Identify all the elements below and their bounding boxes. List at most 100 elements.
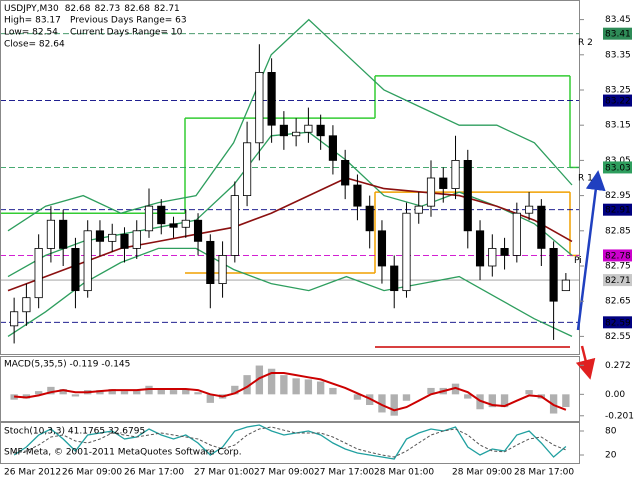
candle-body [181,219,190,228]
x-tick-label: 28 Mar 09:00 [452,468,512,478]
macd-bar [500,394,509,408]
candle-body [475,230,485,267]
candle-body [193,219,203,242]
y-tick-label: 83.15 [605,121,631,131]
level-label-box [603,249,632,262]
panel [10,365,570,416]
header: USDJPY,M30 82.68 82.73 82.68 82.71 High= 83.… [4,4,187,50]
level-label: 82.59 [605,318,631,328]
x-tick-label: 28 Mar 17:00 [514,468,574,478]
macd-bar [96,390,104,395]
candle-body [390,265,399,292]
x-tick-label: 26 Mar 09:00 [62,468,122,478]
x-tick-label: 26 Mar 2012 [4,468,61,478]
macd-bar [194,392,202,395]
candle-body [426,177,436,207]
y-tick-label: 82.85 [605,226,631,236]
macd-bar [145,385,153,395]
level-label: 83.41 [605,30,631,40]
candle-body [83,230,92,292]
macd-bar [22,394,31,399]
y-tick-label: 0.272 [605,361,631,371]
candle-body [34,247,43,299]
macd-bar [206,394,214,403]
stoch-main [13,424,567,460]
candle-body [365,205,374,232]
level-label: 83.22 [605,97,631,107]
y-tick-label: 83.35 [605,50,631,60]
macd-bar [304,379,313,395]
candle-body [120,233,129,249]
candle-body [22,297,31,313]
x-tick-label: 26 Mar 17:00 [124,468,184,478]
symbol: USDJPY,M30 [4,4,59,14]
level-label-box [603,316,632,329]
y-tick-label: 20 [605,451,617,461]
plot-area [0,18,580,460]
macd-bar [427,387,435,395]
last-low: 82.68 [124,4,150,14]
macd-bar [402,394,411,401]
macd-bar [390,394,398,416]
x-tick-label: 27 Mar 09:00 [254,468,314,478]
candle-body [451,159,460,189]
macd-bar [464,394,472,399]
last-close: 82.71 [154,4,180,14]
y-tick-label: 82.65 [605,297,631,307]
level-label-box [603,274,632,287]
macd-bar [525,390,533,395]
level-label: 83.03 [605,163,631,173]
candle-body [218,255,227,285]
x-tick-label: 27 Mar 17:00 [314,468,374,478]
candle-body [169,223,178,228]
macd-bar [292,378,300,395]
candle-body [255,72,264,144]
x-tick-label: 27 Mar 01:00 [194,468,254,478]
macd-bar [451,383,460,395]
candle-body [132,230,141,249]
macd-title: MACD(5,35,5) -0.119 -0.145 [4,360,130,370]
copyright: SMF-Meta, © 2001-2011 MetaQuotes Softwar… [4,448,242,458]
high-text: High= 83.17 [4,16,61,26]
candle-body [414,205,423,214]
macd-bar [353,394,362,400]
macd-bar [562,394,570,408]
macd-bar [329,387,337,395]
candle-body [500,247,509,256]
candle-body [328,135,337,161]
panel [0,18,580,348]
down-arrow [575,345,596,380]
main-panel-frame [0,0,580,355]
candle-body [292,131,301,137]
macd-bar [378,394,386,413]
last-open: 82.68 [65,4,91,14]
y-tick-label: 82.75 [605,262,631,272]
candle-body [439,177,448,189]
macd-bar [133,390,141,395]
candle-body [561,279,570,292]
candle-body [46,219,55,249]
level-label-box [603,94,632,107]
y-tick-label: 82.55 [605,332,631,342]
candle-body [267,72,276,126]
macd-bar [267,368,276,395]
macd-bar [120,391,129,395]
candle-body [512,212,521,256]
candle-body [549,247,558,302]
stoch-panel-frame [0,422,580,464]
candle-body [10,311,19,327]
indicator-line [7,247,573,337]
y-tick-label: 83.45 [605,15,631,25]
candle-body [230,195,239,256]
stoch-signal [14,426,567,458]
macd-bar [255,365,264,395]
level-label-box [603,27,632,40]
macd-bar [59,389,67,395]
y-tick-label: 0.00 [605,390,625,400]
candle-body [243,142,252,197]
prev-range-text: Previous Days Range= 63 [70,16,187,26]
y-tick-label: 82.95 [605,191,631,201]
macd-bar [316,381,325,395]
candle-body [206,240,215,285]
